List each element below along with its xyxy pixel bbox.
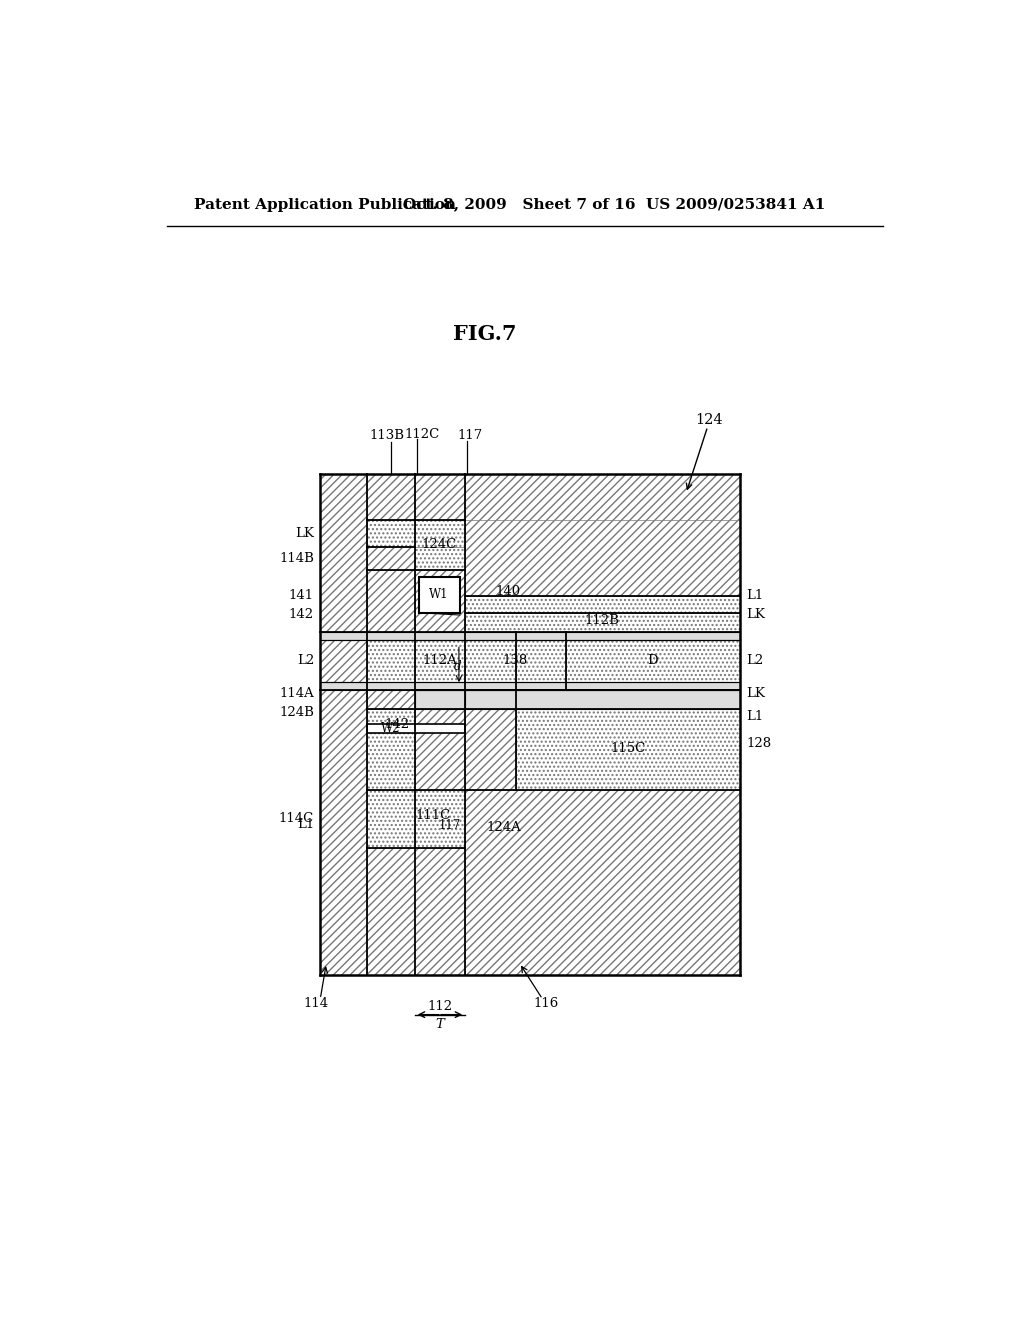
Bar	[415, 520, 465, 548]
Text: 142: 142	[289, 607, 314, 620]
Bar	[515, 632, 566, 689]
Bar	[367, 632, 415, 689]
Text: d: d	[454, 660, 461, 673]
Bar	[465, 612, 740, 632]
Bar	[415, 709, 465, 789]
Bar	[465, 689, 740, 709]
Text: 124: 124	[695, 413, 723, 428]
Text: Patent Application Publication: Patent Application Publication	[194, 198, 456, 211]
Text: W2: W2	[381, 722, 400, 735]
Text: LK: LK	[746, 607, 765, 620]
Text: L1: L1	[746, 710, 764, 723]
Bar	[415, 548, 465, 570]
Text: 111C: 111C	[416, 809, 451, 822]
Bar	[415, 570, 465, 632]
Bar	[367, 689, 415, 709]
Text: 142: 142	[384, 718, 410, 731]
Text: 114B: 114B	[280, 552, 314, 565]
Bar	[367, 789, 415, 847]
Text: L2: L2	[746, 653, 764, 667]
Bar	[419, 577, 460, 612]
Bar	[367, 520, 415, 548]
Text: D: D	[647, 653, 658, 667]
Bar	[367, 570, 415, 632]
Bar	[566, 632, 740, 689]
Bar	[367, 474, 415, 520]
Text: 117: 117	[438, 820, 461, 833]
Text: 112C: 112C	[404, 428, 440, 441]
Text: LK: LK	[746, 686, 765, 700]
Text: LK: LK	[295, 527, 314, 540]
Text: 128: 128	[746, 737, 771, 750]
Text: 141: 141	[289, 589, 314, 602]
Text: 115C: 115C	[610, 742, 645, 755]
Bar	[367, 847, 465, 974]
Text: FIG.7: FIG.7	[453, 323, 516, 345]
Bar	[465, 632, 515, 689]
Text: 112A: 112A	[422, 653, 457, 667]
Bar	[515, 709, 740, 789]
Bar	[367, 723, 465, 733]
Bar	[465, 520, 740, 595]
Text: Oct. 8, 2009   Sheet 7 of 16: Oct. 8, 2009 Sheet 7 of 16	[403, 198, 636, 211]
Bar	[321, 632, 367, 689]
Text: 140: 140	[496, 585, 520, 598]
Text: 116: 116	[534, 998, 559, 1010]
Text: 113B: 113B	[370, 429, 404, 442]
Bar	[415, 789, 465, 847]
Bar	[367, 709, 415, 789]
Bar	[321, 632, 740, 640]
Text: 117: 117	[458, 429, 483, 442]
Text: 124B: 124B	[280, 706, 314, 719]
Text: 124A: 124A	[486, 821, 521, 834]
Text: T: T	[435, 1018, 444, 1031]
Text: 112B: 112B	[585, 614, 620, 627]
Text: W1: W1	[429, 587, 449, 601]
Text: 124C: 124C	[422, 539, 457, 552]
Text: 138: 138	[503, 653, 528, 667]
Bar	[321, 682, 740, 689]
Bar	[465, 595, 740, 612]
Text: US 2009/0253841 A1: US 2009/0253841 A1	[646, 198, 825, 211]
Bar	[465, 709, 515, 789]
Bar	[415, 474, 465, 520]
Bar	[415, 689, 465, 709]
Text: 112: 112	[427, 1001, 453, 1014]
Text: 114C: 114C	[279, 812, 314, 825]
Text: 114A: 114A	[280, 686, 314, 700]
Bar	[321, 474, 740, 974]
Text: L1: L1	[746, 589, 764, 602]
Bar	[465, 789, 740, 974]
Bar	[415, 632, 465, 689]
Text: 114: 114	[304, 998, 329, 1010]
Text: L2: L2	[297, 653, 314, 667]
Text: L1: L1	[297, 818, 314, 832]
Bar	[367, 548, 415, 570]
